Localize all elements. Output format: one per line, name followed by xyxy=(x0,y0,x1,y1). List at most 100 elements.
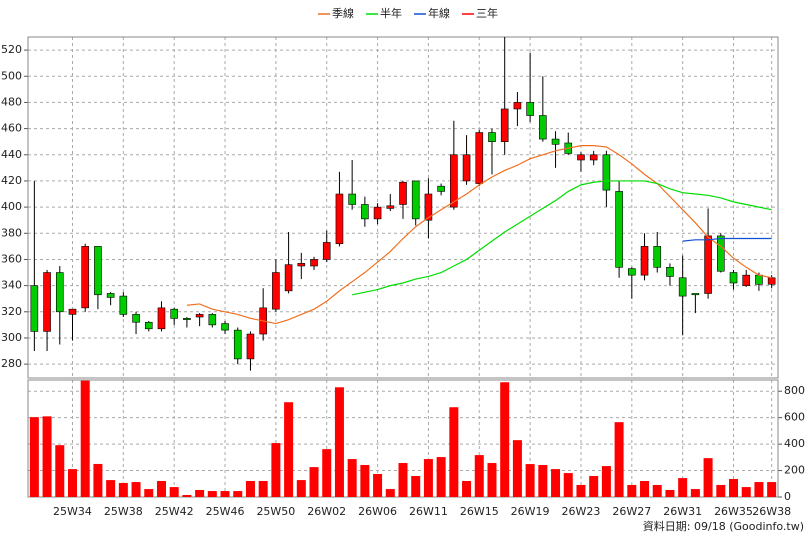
candle-body xyxy=(272,272,280,310)
y2-tick-label: 200 xyxy=(784,464,805,477)
volume-bar xyxy=(614,422,624,497)
volume-bar xyxy=(678,478,688,497)
candle-body xyxy=(729,272,738,284)
candle-body xyxy=(716,235,725,272)
y-tick-label: 460 xyxy=(1,122,22,135)
candle-body xyxy=(437,185,445,192)
volume-bar xyxy=(512,440,522,497)
y-tick-label: 280 xyxy=(1,357,22,370)
candle-body xyxy=(246,333,255,360)
legend-label: 年線 xyxy=(428,6,450,20)
volume-bar xyxy=(563,473,573,497)
volume-bar xyxy=(538,465,548,497)
y2-tick-label: 0 xyxy=(784,490,791,503)
volume-bar xyxy=(487,463,497,497)
ma-line xyxy=(682,237,772,242)
x-tick-label: 25W42 xyxy=(155,505,194,518)
volume-bar xyxy=(690,489,700,497)
y-tick-label: 500 xyxy=(1,69,22,82)
y-tick-label: 520 xyxy=(1,43,22,56)
volume-bar xyxy=(411,475,421,497)
y2-tick-label: 400 xyxy=(784,437,805,450)
candle-body xyxy=(297,263,306,267)
candle-body xyxy=(666,266,674,277)
x-tick-label: 26W06 xyxy=(358,505,397,518)
volume-bar xyxy=(640,481,650,497)
candle-body xyxy=(170,308,178,319)
volume-bar xyxy=(525,464,535,497)
candle-body xyxy=(132,314,140,323)
x-tick-label: 26W31 xyxy=(663,505,702,518)
candle-body xyxy=(462,154,471,182)
volume-bar xyxy=(462,481,472,497)
y-tick-label: 360 xyxy=(1,252,22,265)
x-tick-label: 26W19 xyxy=(511,505,550,518)
volume-bar xyxy=(716,484,726,497)
x-tick-label: 26W15 xyxy=(460,505,499,518)
candle-body xyxy=(640,246,649,276)
legend-label: 三年 xyxy=(476,6,498,20)
x-tick-label: 26W11 xyxy=(409,505,448,518)
candle-body xyxy=(119,295,128,315)
candle-body xyxy=(221,323,229,331)
volume-bar xyxy=(449,407,459,497)
legend-label: 半年 xyxy=(380,6,402,20)
candle-body xyxy=(628,268,636,276)
candle-body xyxy=(195,314,204,318)
volume-bar xyxy=(423,459,433,497)
candle-body xyxy=(526,102,534,116)
volume-bar xyxy=(29,417,39,497)
candle-body xyxy=(81,246,90,309)
candle-body xyxy=(386,205,395,209)
volume-bar xyxy=(551,469,561,497)
volume-bar xyxy=(131,482,141,497)
candle-body xyxy=(43,272,51,332)
volume-bar xyxy=(271,443,281,497)
volume-bar xyxy=(309,467,319,497)
candle-body xyxy=(704,235,712,294)
volume-bar xyxy=(296,480,306,497)
volume-bar xyxy=(55,445,65,497)
candle-body xyxy=(348,193,356,205)
volume-bar xyxy=(385,489,395,497)
candle-body xyxy=(450,154,458,208)
x-tick-label: 25W38 xyxy=(104,505,143,518)
candle-body xyxy=(488,132,496,142)
candle-body xyxy=(475,132,484,184)
footnote: 資料日期: 09/18 (Goodinfo.tw) xyxy=(643,519,804,533)
candle-body xyxy=(653,246,662,268)
volume-bar xyxy=(42,416,52,497)
volume-bar xyxy=(156,481,166,497)
y-tick-label: 440 xyxy=(1,148,22,161)
y-tick-label: 320 xyxy=(1,305,22,318)
candle-body xyxy=(310,259,318,267)
ma-line xyxy=(186,145,772,325)
volume-bar xyxy=(322,449,332,497)
y-tick-label: 380 xyxy=(1,226,22,239)
volume-bar xyxy=(182,495,192,497)
candle-body xyxy=(68,308,77,315)
x-tick-label: 25W34 xyxy=(53,505,92,518)
volume-bar xyxy=(347,459,357,497)
volume-bar xyxy=(627,484,637,497)
candle-body xyxy=(691,293,700,296)
y2-tick-label: 600 xyxy=(784,411,805,424)
candle-body xyxy=(106,293,115,298)
candle-body xyxy=(742,274,751,286)
volume-bar xyxy=(665,489,675,497)
x-tick-label: 26W23 xyxy=(562,505,601,518)
volume-bar xyxy=(436,457,446,497)
candle-body xyxy=(513,102,522,110)
x-tick-label: 26W35 xyxy=(714,505,753,518)
candle-body xyxy=(284,264,293,292)
candle-body xyxy=(233,329,242,360)
volume-bar xyxy=(767,482,777,497)
volume-bar xyxy=(67,469,77,497)
volume-bar xyxy=(106,480,116,497)
candle-body xyxy=(30,285,39,332)
volume-bar xyxy=(195,489,205,497)
volume-bar xyxy=(334,387,344,497)
candle-body xyxy=(424,193,433,221)
volume-bar xyxy=(258,481,268,497)
